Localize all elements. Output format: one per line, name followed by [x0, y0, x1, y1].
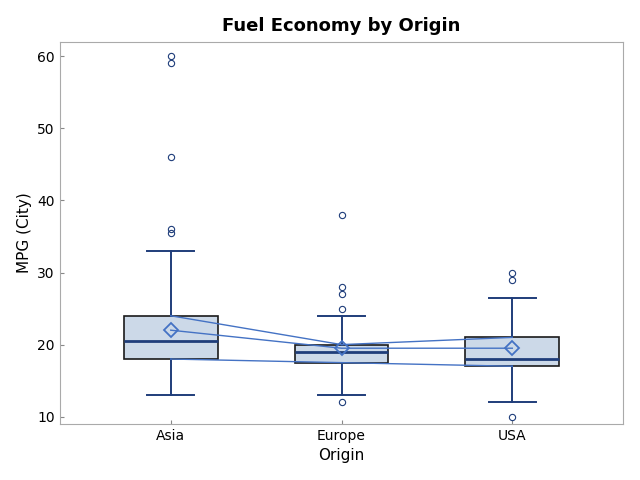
PathPatch shape [465, 337, 559, 366]
PathPatch shape [124, 316, 218, 359]
X-axis label: Origin: Origin [318, 448, 365, 463]
Y-axis label: MPG (City): MPG (City) [17, 192, 31, 273]
Title: Fuel Economy by Origin: Fuel Economy by Origin [222, 17, 461, 35]
PathPatch shape [294, 345, 388, 362]
